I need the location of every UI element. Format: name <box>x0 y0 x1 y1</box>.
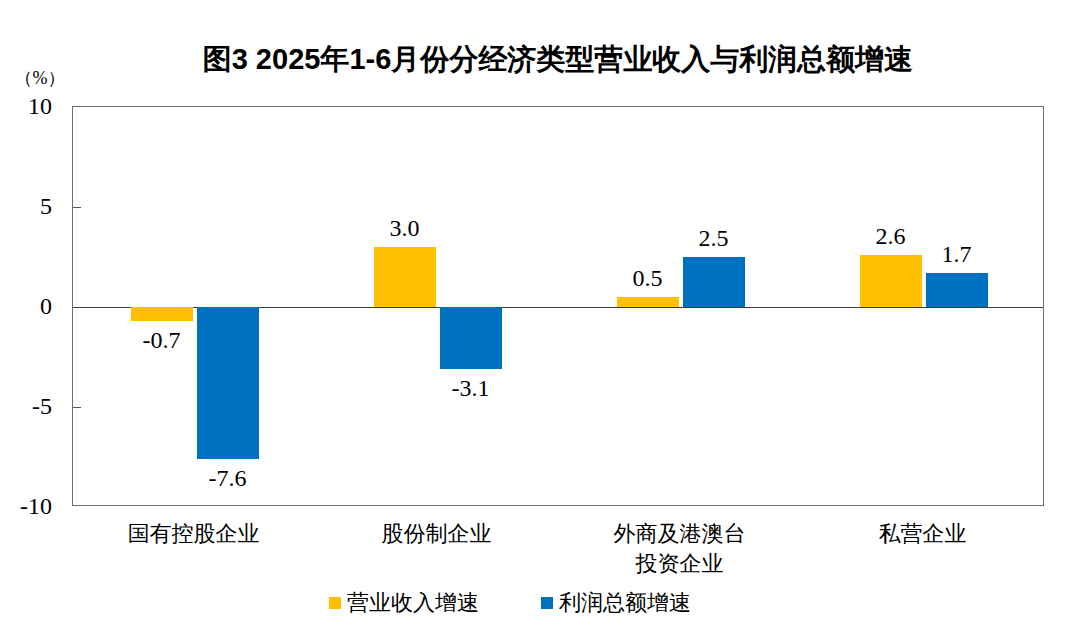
legend-color-swatch <box>329 597 341 609</box>
bar-value-label: 2.5 <box>669 225 759 251</box>
x-category-label: 股份制企业 <box>315 519 558 549</box>
bar-营业收入增速-1 <box>374 247 436 307</box>
y-axis-tick-label: -5 <box>32 394 52 418</box>
y-axis-unit-label: （%） <box>12 66 68 90</box>
x-category-label: 私营企业 <box>801 519 1044 549</box>
bar-value-label: -3.1 <box>426 375 516 401</box>
x-category-label: 外商及港澳台 投资企业 <box>558 519 801 579</box>
y-axis-tick-label: 10 <box>28 94 52 118</box>
legend-color-swatch <box>541 597 553 609</box>
chart-legend: 营业收入增速 利润总额增速 <box>0 591 1050 615</box>
x-category-label: 国有控股企业 <box>72 519 315 549</box>
bar-利润总额增速-2 <box>683 257 745 307</box>
y-axis-tick-label: -10 <box>20 494 52 518</box>
bar-value-label: 0.5 <box>603 265 693 291</box>
bar-value-label: -7.6 <box>183 465 273 491</box>
y-axis-tick-label: 5 <box>40 194 52 218</box>
bar-营业收入增速-2 <box>617 297 679 307</box>
plot-area: -0.73.00.52.6-7.6-3.12.51.7 <box>72 106 1044 506</box>
legend-item-利润总额增速: 利润总额增速 <box>541 591 691 615</box>
y-axis-tick-label: 0 <box>40 294 52 318</box>
y-axis-tick-labels: 1050-5-10 <box>0 106 52 506</box>
legend-label: 利润总额增速 <box>559 591 691 615</box>
y-axis-tick-mark <box>73 407 81 408</box>
chart-title: 图3 2025年1-6月份分经济类型营业收入与利润总额增速 <box>72 42 1044 76</box>
bar-value-label: 3.0 <box>360 215 450 241</box>
legend-item-营业收入增速: 营业收入增速 <box>329 591 479 615</box>
legend-label: 营业收入增速 <box>347 591 479 615</box>
bar-营业收入增速-0 <box>131 307 193 321</box>
y-axis-tick-mark <box>73 207 81 208</box>
bar-利润总额增速-1 <box>440 307 502 369</box>
bar-value-label: -0.7 <box>117 327 207 353</box>
bar-利润总额增速-0 <box>197 307 259 459</box>
bar-value-label: 1.7 <box>912 241 1002 267</box>
bar-利润总额增速-3 <box>926 273 988 307</box>
